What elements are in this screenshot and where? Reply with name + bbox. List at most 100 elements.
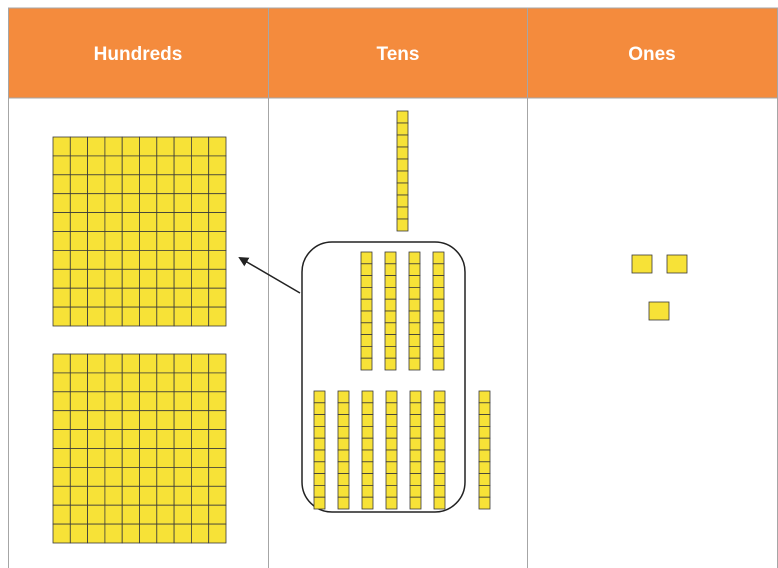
flat-cell [121,448,140,468]
rod-cell [337,449,350,463]
unit-cube [631,254,653,274]
flat-cell [190,504,210,525]
flat-cell [69,306,89,327]
flat-cell [139,231,158,251]
rod-cell [409,496,422,510]
flat-cell [52,193,71,213]
rod-cell [337,484,350,498]
flat-cell [104,193,123,213]
flat-cell [139,136,158,157]
flat-cell [121,372,140,393]
rod-cell [433,473,446,486]
rod-cell [337,461,350,474]
rod-cell [408,357,421,371]
rod-cell [313,437,326,451]
rod-cell [337,473,350,486]
rod-cell [337,414,350,427]
flat-cell [69,193,89,213]
flat-cell [139,504,158,525]
rod-cell [313,414,326,427]
flat-cell [69,391,89,412]
flat-cell [139,485,158,506]
flat-cell [121,429,140,449]
flat-cell [190,410,210,431]
flat-cell [52,249,71,270]
rod-cell [360,263,373,276]
flat-cell [208,231,227,251]
flat-cell [121,249,140,270]
flat-cell [121,391,140,412]
flat-cell [87,287,106,308]
rod-cell [396,134,409,148]
rod-cell [433,437,446,451]
rod-cell [337,437,350,451]
flat-cell [87,174,106,195]
rod-cell [396,194,409,208]
flat-cell [104,523,123,544]
flat-cell [139,174,158,195]
rod-cell [385,425,398,439]
rod-cell [478,496,491,510]
rod-cell [408,298,421,312]
rod-cell [433,402,446,415]
rod-cell [432,275,445,288]
rod-cell [313,390,326,404]
flat-cell [173,353,192,374]
rod-cell [337,496,350,510]
flat-cell [173,249,192,270]
flat-cell [87,372,106,393]
flat-cell [156,372,175,393]
flat-cell [156,466,175,487]
rod-cell [396,218,409,232]
flat-cell [121,268,140,289]
rod-cell [360,322,373,335]
rod-cell [384,357,397,371]
flat-cell [208,249,227,270]
flat-cell [104,504,123,525]
flat-cell [190,249,210,270]
flat-cell [190,287,210,308]
flat-cell [121,212,140,232]
flat-cell [173,391,192,412]
rod-cell [361,414,374,427]
flat-cell [69,231,89,251]
flat-cell [190,523,210,544]
rod-cell [478,484,491,498]
flat-cell [104,410,123,431]
flat-cell [156,231,175,251]
flat-cell [208,287,227,308]
flat-cell [173,523,192,544]
flat-cell [139,287,158,308]
rod-cell [385,414,398,427]
flat-cell [69,353,89,374]
rod-cell [337,425,350,439]
flat-cell [156,523,175,544]
header-row [8,8,778,98]
rod-cell [313,473,326,486]
flat-cell [139,155,158,176]
rod-cell [408,334,421,347]
rod-cell [433,461,446,474]
rod-cell [385,390,398,404]
rod-cell [408,263,421,276]
flat-cell [87,391,106,412]
flat-cell [173,212,192,232]
flat-cell [173,287,192,308]
rod-cell [385,461,398,474]
flat-cell [69,410,89,431]
flat-cell [190,193,210,213]
rod-cell [396,182,409,196]
flat-cell [87,249,106,270]
flat-cell [173,155,192,176]
flat-cell [121,504,140,525]
rod-cell [384,322,397,335]
flat-cell [139,448,158,468]
flat-cell [139,429,158,449]
rod-cell [432,263,445,276]
flat-cell [208,306,227,327]
flat-cell [173,485,192,506]
rod-cell [385,496,398,510]
flat-cell [190,136,210,157]
flat-cell [156,193,175,213]
flat-cell [208,372,227,393]
